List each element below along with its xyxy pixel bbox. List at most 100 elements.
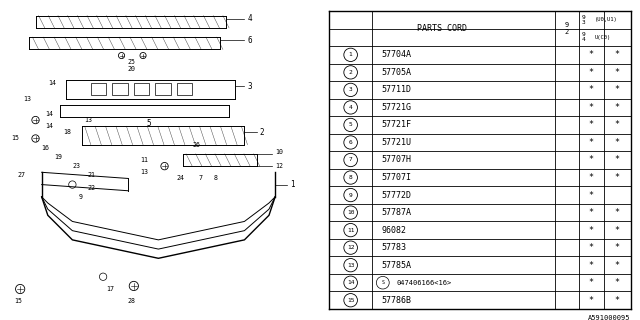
Text: 14: 14 <box>347 280 355 285</box>
Text: 13: 13 <box>347 263 355 268</box>
Text: 9
2: 9 2 <box>565 22 569 35</box>
Text: 57721G: 57721G <box>381 103 412 112</box>
Text: *: * <box>614 261 620 270</box>
Text: *: * <box>614 296 620 305</box>
Text: 15: 15 <box>14 298 22 304</box>
Text: 9
4: 9 4 <box>582 32 586 42</box>
Text: 13: 13 <box>84 117 93 123</box>
Text: 25: 25 <box>128 59 136 65</box>
Text: 57786B: 57786B <box>381 296 412 305</box>
Text: 9
3: 9 3 <box>582 15 586 25</box>
Text: *: * <box>589 208 594 217</box>
Text: *: * <box>589 190 594 200</box>
Text: U(C0): U(C0) <box>595 35 611 40</box>
Text: 22: 22 <box>88 185 96 191</box>
Text: *: * <box>589 138 594 147</box>
Text: *: * <box>589 103 594 112</box>
Text: 3: 3 <box>248 82 252 91</box>
Text: *: * <box>614 103 620 112</box>
Bar <box>113 83 128 95</box>
Bar <box>177 83 192 95</box>
Text: 2: 2 <box>260 128 264 137</box>
Text: 57704A: 57704A <box>381 50 412 59</box>
Text: 12: 12 <box>347 245 355 250</box>
Text: 57772D: 57772D <box>381 190 412 200</box>
Text: 11: 11 <box>140 157 148 163</box>
Text: 14: 14 <box>45 123 52 129</box>
Text: *: * <box>589 296 594 305</box>
Text: 19: 19 <box>54 154 62 160</box>
Text: *: * <box>614 138 620 147</box>
Text: 6: 6 <box>349 140 353 145</box>
Text: 18: 18 <box>63 129 71 135</box>
Text: *: * <box>589 261 594 270</box>
Text: *: * <box>589 156 594 164</box>
Text: 4: 4 <box>349 105 353 110</box>
Text: 57707H: 57707H <box>381 156 412 164</box>
Text: S: S <box>381 280 384 285</box>
Text: 14: 14 <box>48 80 56 86</box>
Text: 7: 7 <box>349 157 353 163</box>
Text: *: * <box>589 278 594 287</box>
Text: 11: 11 <box>347 228 355 233</box>
Text: 57783: 57783 <box>381 243 406 252</box>
Text: *: * <box>614 120 620 130</box>
Text: 28: 28 <box>128 298 136 304</box>
Text: *: * <box>589 173 594 182</box>
Text: 57787A: 57787A <box>381 208 412 217</box>
Text: 13: 13 <box>23 96 31 101</box>
Text: *: * <box>614 85 620 94</box>
Text: *: * <box>589 120 594 130</box>
Text: 3: 3 <box>349 87 353 92</box>
Text: 9: 9 <box>79 194 83 200</box>
Text: *: * <box>589 243 594 252</box>
Text: 12: 12 <box>275 163 283 169</box>
Text: *: * <box>614 68 620 77</box>
Text: 15: 15 <box>347 298 355 303</box>
Text: 6: 6 <box>248 36 252 45</box>
Text: 57785A: 57785A <box>381 261 412 270</box>
Text: 8: 8 <box>214 175 218 181</box>
Text: 23: 23 <box>72 163 81 169</box>
Text: 5: 5 <box>146 119 151 128</box>
Text: 5: 5 <box>349 123 353 127</box>
Bar <box>91 83 106 95</box>
Text: 26: 26 <box>192 142 200 148</box>
Text: 7: 7 <box>198 175 202 181</box>
Text: 27: 27 <box>17 172 25 178</box>
Text: *: * <box>589 68 594 77</box>
Text: 57707I: 57707I <box>381 173 412 182</box>
Text: 1: 1 <box>291 180 295 189</box>
Text: *: * <box>614 208 620 217</box>
Text: 16: 16 <box>42 145 50 151</box>
Text: 57721U: 57721U <box>381 138 412 147</box>
Text: 4: 4 <box>248 14 252 23</box>
Text: (U0,U1): (U0,U1) <box>595 17 617 22</box>
Text: *: * <box>614 226 620 235</box>
Text: *: * <box>614 278 620 287</box>
Text: 14: 14 <box>45 111 52 117</box>
Text: 96082: 96082 <box>381 226 406 235</box>
Text: *: * <box>589 50 594 59</box>
Bar <box>156 83 171 95</box>
Text: A591000095: A591000095 <box>588 315 630 320</box>
Text: 1: 1 <box>349 52 353 57</box>
Text: 57721F: 57721F <box>381 120 412 130</box>
Text: 57705A: 57705A <box>381 68 412 77</box>
Text: *: * <box>614 156 620 164</box>
Text: 24: 24 <box>177 175 185 181</box>
Text: 21: 21 <box>88 172 96 178</box>
Text: 047406166<16>: 047406166<16> <box>397 280 452 286</box>
Text: 9: 9 <box>349 193 353 197</box>
Text: 20: 20 <box>128 66 136 72</box>
Text: *: * <box>614 243 620 252</box>
Text: *: * <box>589 85 594 94</box>
Text: PARTS CORD: PARTS CORD <box>417 24 467 33</box>
Text: 17: 17 <box>106 286 114 292</box>
Text: 57711D: 57711D <box>381 85 412 94</box>
Text: 15: 15 <box>11 135 19 141</box>
Text: *: * <box>589 226 594 235</box>
Text: 8: 8 <box>349 175 353 180</box>
Text: 10: 10 <box>275 149 283 155</box>
Text: 2: 2 <box>349 70 353 75</box>
